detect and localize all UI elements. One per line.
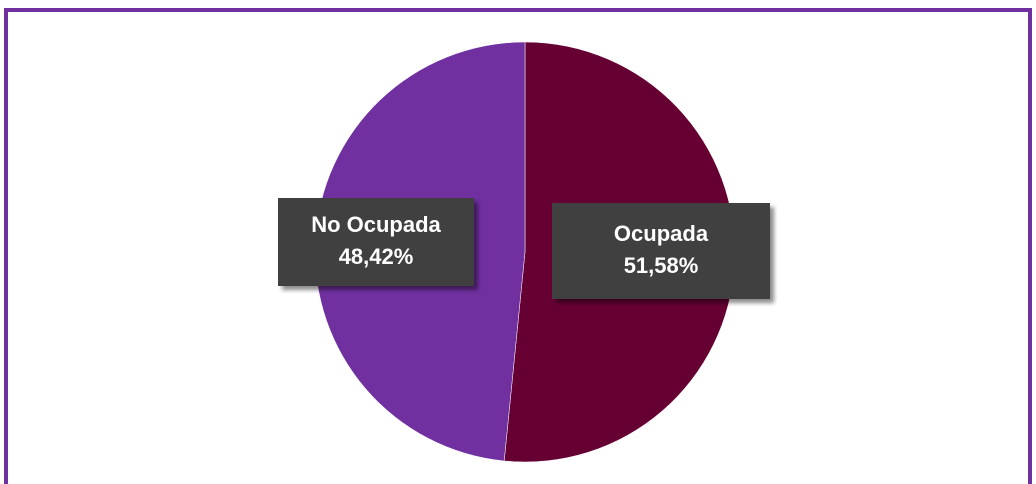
data-labels: Ocupada 51,58% No Ocupada 48,42% <box>278 198 770 299</box>
value-label: 48,42% <box>339 244 414 269</box>
value-label: 51,58% <box>624 253 699 278</box>
label-box <box>278 198 474 286</box>
frame <box>4 8 1032 484</box>
label-box <box>552 203 770 299</box>
slice-label: Ocupada <box>614 221 709 246</box>
slice-label: No Ocupada <box>311 212 441 237</box>
